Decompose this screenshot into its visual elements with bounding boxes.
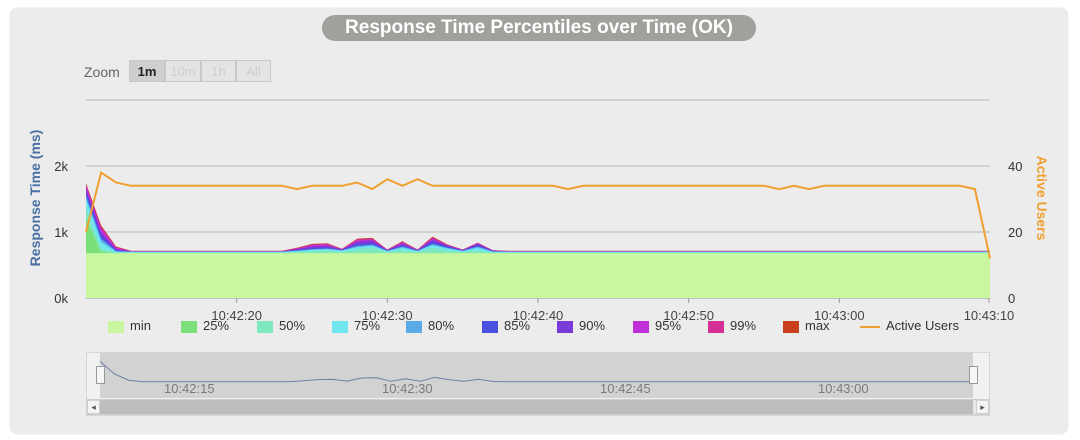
legend-label: 50% (279, 318, 306, 333)
navigator-left-handle[interactable] (96, 366, 105, 384)
legend-label: 25% (203, 318, 230, 333)
axis-tick-labels: 0k 1k 2k 0 20 40 10:42:20 10:42:30 10:42:40 10:42… (54, 159, 1022, 323)
scrollbar-thumb[interactable] (100, 400, 973, 414)
legend-swatch (406, 320, 422, 333)
legend-swatch (482, 320, 498, 333)
legend-swatch (557, 320, 573, 333)
y-axis-title: Response Time (ms) (27, 130, 43, 267)
navigator-tick-label: 10:42:15 (164, 381, 215, 396)
y2-axis-title: Active Users (1034, 156, 1050, 241)
active-users-line (85, 170, 991, 259)
legend-swatch (181, 320, 197, 333)
y2-tick-label: 40 (1008, 159, 1022, 174)
legend-label: max (805, 318, 830, 333)
legend-item-75pct[interactable]: 75% (332, 318, 380, 334)
y2-tick-label: 20 (1008, 225, 1022, 240)
navigator-tick-label: 10:42:30 (382, 381, 433, 396)
navigator-tick-label: 10:43:00 (818, 381, 869, 396)
legend-item-95pct[interactable]: 95% (633, 318, 681, 334)
active-users-path (85, 170, 991, 259)
x-tick-label: 10:42:30 (362, 308, 413, 323)
legend-label: 80% (428, 318, 455, 333)
navigator-tick-label: 10:42:45 (600, 381, 651, 396)
x-tick-label: 10:43:00 (814, 308, 865, 323)
legend-swatch (783, 320, 799, 333)
series-area-min (86, 253, 990, 298)
legend-item-active-users[interactable]: Active Users (860, 318, 959, 334)
zoom-1h-button[interactable]: 1h (201, 60, 236, 82)
legend-item-min[interactable]: min (108, 318, 151, 334)
legend-label: 95% (655, 318, 682, 333)
y-tick-label: 0k (54, 291, 68, 306)
legend-label: 99% (730, 318, 757, 333)
legend-label: 90% (579, 318, 606, 333)
scroll-right-arrow-icon[interactable]: ▸ (976, 400, 989, 414)
legend-item-50pct[interactable]: 50% (257, 318, 305, 334)
zoom-1m-button[interactable]: 1m (129, 60, 165, 82)
chart-title: Response Time Percentiles over Time (OK) (322, 15, 756, 41)
legend-swatch (332, 320, 348, 333)
scroll-left-arrow-icon[interactable]: ◂ (87, 400, 100, 414)
zoom-10m-button[interactable]: 10m (165, 60, 201, 82)
legend-label: min (130, 318, 151, 333)
legend-item-25pct[interactable]: 25% (181, 318, 229, 334)
legend-label: 75% (354, 318, 381, 333)
y-tick-label: 1k (54, 225, 68, 240)
legend-swatch (257, 320, 273, 333)
legend-item-max[interactable]: max (783, 318, 830, 334)
legend-item-80pct[interactable]: 80% (406, 318, 454, 334)
zoom-label: Zoom (84, 64, 120, 80)
legend-swatch (708, 320, 724, 333)
zoom-all-button[interactable]: All (236, 60, 271, 82)
x-tick-label: 10:42:40 (513, 308, 564, 323)
x-tick-label: 10:43:10 (964, 308, 1015, 323)
y-tick-label: 2k (54, 159, 68, 174)
legend-item-85pct[interactable]: 85% (482, 318, 530, 334)
legend-label: Active Users (886, 318, 959, 333)
navigator-right-handle[interactable] (969, 366, 978, 384)
x-tick-label: 10:42:20 (211, 308, 262, 323)
legend-item-99pct[interactable]: 99% (708, 318, 756, 334)
legend-swatch (633, 320, 649, 333)
series-areas (86, 183, 990, 298)
y2-tick-label: 0 (1008, 291, 1015, 306)
legend-label: 85% (504, 318, 531, 333)
legend-item-90pct[interactable]: 90% (557, 318, 605, 334)
legend-swatch (108, 320, 124, 333)
legend-line-swatch (860, 325, 880, 328)
x-tick-label: 10:42:50 (663, 308, 714, 323)
